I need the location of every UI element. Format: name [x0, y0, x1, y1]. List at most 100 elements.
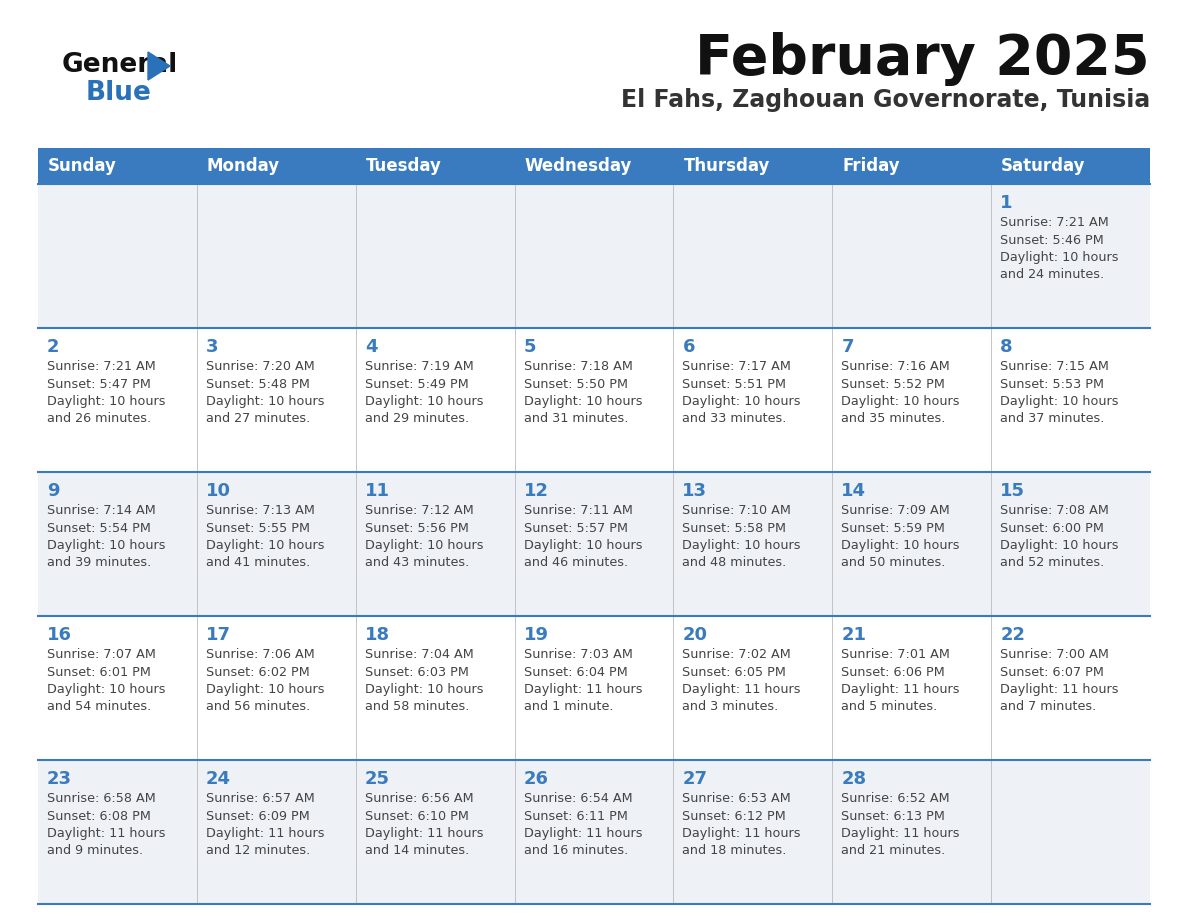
Bar — [674, 760, 833, 904]
Text: Sunrise: 6:52 AM: Sunrise: 6:52 AM — [841, 792, 950, 805]
Text: Sunset: 5:56 PM: Sunset: 5:56 PM — [365, 521, 468, 534]
Text: Sunset: 6:12 PM: Sunset: 6:12 PM — [682, 810, 786, 823]
Text: and 48 minutes.: and 48 minutes. — [682, 556, 786, 569]
Text: Daylight: 10 hours: Daylight: 10 hours — [365, 683, 484, 696]
Text: Sunrise: 7:07 AM: Sunrise: 7:07 AM — [48, 648, 156, 661]
Text: Sunrise: 6:57 AM: Sunrise: 6:57 AM — [206, 792, 315, 805]
Text: Daylight: 10 hours: Daylight: 10 hours — [841, 395, 960, 408]
Text: and 33 minutes.: and 33 minutes. — [682, 412, 786, 426]
Text: and 9 minutes.: and 9 minutes. — [48, 845, 143, 857]
Text: and 35 minutes.: and 35 minutes. — [841, 412, 946, 426]
Bar — [355, 184, 514, 328]
Bar — [674, 184, 833, 328]
Text: Sunrise: 6:53 AM: Sunrise: 6:53 AM — [682, 792, 791, 805]
Bar — [514, 148, 674, 184]
Text: Sunset: 6:02 PM: Sunset: 6:02 PM — [206, 666, 310, 678]
Bar — [355, 148, 514, 184]
Text: Daylight: 10 hours: Daylight: 10 hours — [524, 395, 642, 408]
Text: Sunset: 6:05 PM: Sunset: 6:05 PM — [682, 666, 786, 678]
Text: Sunset: 5:54 PM: Sunset: 5:54 PM — [48, 521, 151, 534]
Text: February 2025: February 2025 — [695, 32, 1150, 86]
Text: Daylight: 11 hours: Daylight: 11 hours — [1000, 683, 1119, 696]
Text: Sunset: 5:51 PM: Sunset: 5:51 PM — [682, 377, 786, 390]
Text: Daylight: 11 hours: Daylight: 11 hours — [841, 827, 960, 840]
Text: Daylight: 11 hours: Daylight: 11 hours — [365, 827, 484, 840]
Text: and 54 minutes.: and 54 minutes. — [48, 700, 151, 713]
Text: 27: 27 — [682, 770, 707, 788]
Text: Sunrise: 7:19 AM: Sunrise: 7:19 AM — [365, 360, 474, 373]
Text: Sunrise: 6:56 AM: Sunrise: 6:56 AM — [365, 792, 473, 805]
Bar — [991, 472, 1150, 616]
Text: Friday: Friday — [842, 157, 901, 175]
Text: General: General — [62, 52, 178, 78]
Text: Daylight: 10 hours: Daylight: 10 hours — [682, 539, 801, 552]
Text: 9: 9 — [48, 482, 59, 500]
Text: and 50 minutes.: and 50 minutes. — [841, 556, 946, 569]
Bar — [38, 472, 197, 616]
Bar — [38, 184, 197, 328]
Bar — [674, 472, 833, 616]
Text: Sunset: 6:07 PM: Sunset: 6:07 PM — [1000, 666, 1104, 678]
Bar — [674, 616, 833, 760]
Polygon shape — [148, 52, 170, 80]
Text: 25: 25 — [365, 770, 390, 788]
Text: Daylight: 10 hours: Daylight: 10 hours — [1000, 539, 1119, 552]
Text: Daylight: 10 hours: Daylight: 10 hours — [206, 539, 324, 552]
Text: Sunrise: 7:04 AM: Sunrise: 7:04 AM — [365, 648, 474, 661]
Text: Sunset: 5:59 PM: Sunset: 5:59 PM — [841, 521, 946, 534]
Text: Sunrise: 7:01 AM: Sunrise: 7:01 AM — [841, 648, 950, 661]
Bar — [197, 328, 355, 472]
Text: Daylight: 10 hours: Daylight: 10 hours — [206, 683, 324, 696]
Bar — [38, 616, 197, 760]
Text: 12: 12 — [524, 482, 549, 500]
Text: and 3 minutes.: and 3 minutes. — [682, 700, 778, 713]
Text: El Fahs, Zaghouan Governorate, Tunisia: El Fahs, Zaghouan Governorate, Tunisia — [621, 88, 1150, 112]
Text: Daylight: 10 hours: Daylight: 10 hours — [365, 395, 484, 408]
Text: 14: 14 — [841, 482, 866, 500]
Text: Blue: Blue — [86, 80, 152, 106]
Text: Daylight: 11 hours: Daylight: 11 hours — [48, 827, 165, 840]
Text: Sunrise: 7:10 AM: Sunrise: 7:10 AM — [682, 504, 791, 517]
Text: Sunrise: 7:13 AM: Sunrise: 7:13 AM — [206, 504, 315, 517]
Text: Sunset: 6:04 PM: Sunset: 6:04 PM — [524, 666, 627, 678]
Text: Daylight: 10 hours: Daylight: 10 hours — [682, 395, 801, 408]
Bar — [197, 148, 355, 184]
Text: and 46 minutes.: and 46 minutes. — [524, 556, 627, 569]
Text: Sunrise: 7:14 AM: Sunrise: 7:14 AM — [48, 504, 156, 517]
Bar — [991, 184, 1150, 328]
Text: 4: 4 — [365, 338, 378, 356]
Text: Sunrise: 6:58 AM: Sunrise: 6:58 AM — [48, 792, 156, 805]
Text: 17: 17 — [206, 626, 230, 644]
Text: Sunrise: 7:21 AM: Sunrise: 7:21 AM — [48, 360, 156, 373]
Text: 2: 2 — [48, 338, 59, 356]
Text: 18: 18 — [365, 626, 390, 644]
Text: and 16 minutes.: and 16 minutes. — [524, 845, 627, 857]
Text: Sunset: 6:03 PM: Sunset: 6:03 PM — [365, 666, 468, 678]
Text: Daylight: 11 hours: Daylight: 11 hours — [524, 683, 642, 696]
Text: Sunrise: 7:08 AM: Sunrise: 7:08 AM — [1000, 504, 1110, 517]
Bar — [197, 472, 355, 616]
Text: Sunrise: 7:15 AM: Sunrise: 7:15 AM — [1000, 360, 1110, 373]
Bar — [355, 616, 514, 760]
Text: 8: 8 — [1000, 338, 1012, 356]
Text: 19: 19 — [524, 626, 549, 644]
Text: and 56 minutes.: and 56 minutes. — [206, 700, 310, 713]
Bar — [514, 184, 674, 328]
Text: Sunset: 6:01 PM: Sunset: 6:01 PM — [48, 666, 151, 678]
Text: and 5 minutes.: and 5 minutes. — [841, 700, 937, 713]
Text: Sunrise: 7:16 AM: Sunrise: 7:16 AM — [841, 360, 950, 373]
Text: Daylight: 11 hours: Daylight: 11 hours — [841, 683, 960, 696]
Text: Sunset: 5:52 PM: Sunset: 5:52 PM — [841, 377, 946, 390]
Text: Sunday: Sunday — [48, 157, 116, 175]
Text: Wednesday: Wednesday — [525, 157, 632, 175]
Text: and 31 minutes.: and 31 minutes. — [524, 412, 628, 426]
Text: Thursday: Thursday — [683, 157, 770, 175]
Text: Daylight: 10 hours: Daylight: 10 hours — [48, 539, 165, 552]
Text: Daylight: 11 hours: Daylight: 11 hours — [206, 827, 324, 840]
Bar — [833, 616, 991, 760]
Bar — [38, 148, 197, 184]
Bar — [514, 328, 674, 472]
Bar — [833, 328, 991, 472]
Text: Sunrise: 7:06 AM: Sunrise: 7:06 AM — [206, 648, 315, 661]
Bar — [674, 148, 833, 184]
